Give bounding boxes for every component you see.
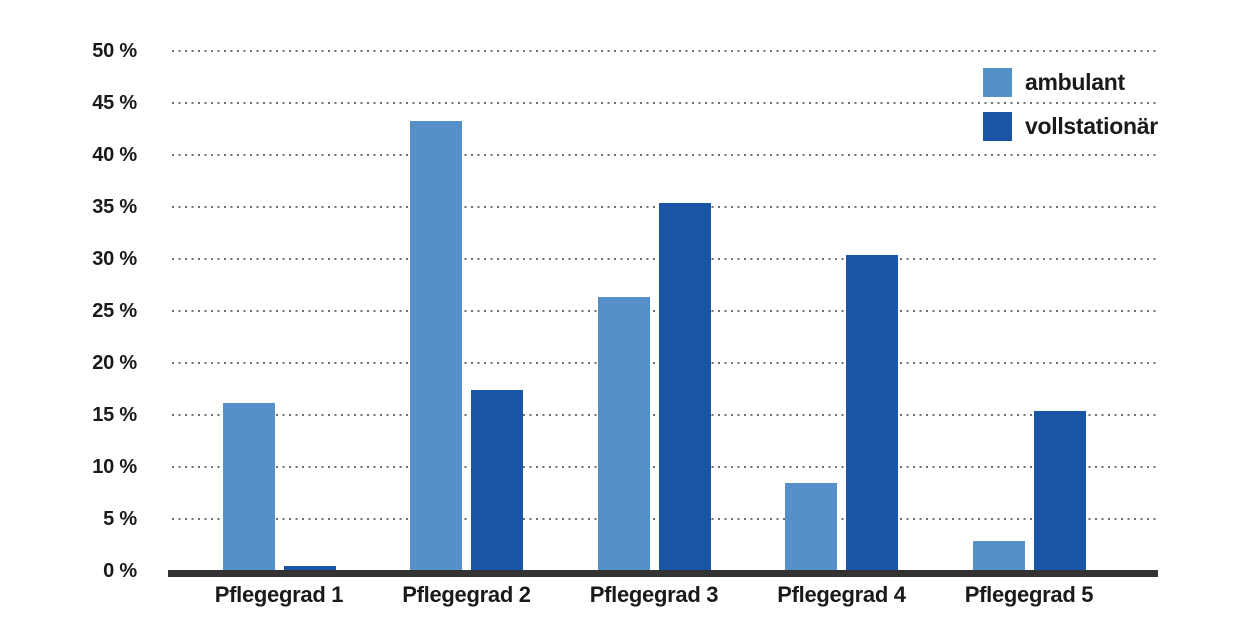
y-tick-label-45: 45 % (92, 92, 137, 114)
x-label-pflegegrad-3: Pflegegrad 3 (589, 582, 719, 607)
y-tick-label-25: 25 % (92, 300, 137, 322)
gridline-45 (172, 102, 1156, 104)
y-tick-label-10: 10 % (92, 456, 137, 478)
legend-label-ambulant: ambulant (1025, 69, 1125, 95)
bar-vollstationär-pflegegrad-2 (471, 390, 523, 571)
y-tick-label-35: 35 % (92, 196, 137, 218)
y-tick-label-40: 40 % (92, 144, 137, 166)
bar-ambulant-pflegegrad-2 (410, 120, 462, 571)
gridline-40 (172, 154, 1156, 156)
legend-item-vollstationär: vollstationär (983, 112, 1158, 141)
x-axis-line (168, 570, 1158, 577)
x-label-pflegegrad-4: Pflegegrad 4 (777, 582, 906, 607)
bar-vollstationär-pflegegrad-3 (658, 202, 711, 571)
bar-ambulant-pflegegrad-4 (785, 482, 837, 571)
legend-swatch-ambulant (983, 68, 1012, 97)
legend: ambulant vollstationär (983, 68, 1158, 156)
bar-ambulant-pflegegrad-3 (597, 297, 650, 571)
bar-ambulant-pflegegrad-1 (222, 402, 275, 571)
legend-swatch-vollstationär (983, 112, 1012, 141)
x-label-pflegegrad-1: Pflegegrad 1 (214, 582, 344, 607)
bar-ambulant-pflegegrad-5 (972, 540, 1025, 571)
x-label-pflegegrad-5: Pflegegrad 5 (964, 582, 1094, 607)
y-tick-label-5: 5 % (103, 508, 137, 530)
bar-vollstationär-pflegegrad-1 (283, 565, 336, 571)
y-tick-label-30: 30 % (92, 248, 137, 270)
bar-vollstationär-pflegegrad-4 (846, 254, 898, 571)
gridline-50 (172, 50, 1156, 52)
y-tick-label-50: 50 % (92, 40, 137, 62)
legend-item-ambulant: ambulant (983, 68, 1158, 97)
y-tick-label-15: 15 % (92, 404, 137, 426)
y-tick-label-20: 20 % (92, 352, 137, 374)
y-tick-label-0: 0 % (103, 560, 137, 582)
bar-vollstationär-pflegegrad-5 (1033, 410, 1086, 571)
x-label-pflegegrad-2: Pflegegrad 2 (402, 582, 531, 607)
legend-label-vollstationär: vollstationär (1025, 113, 1158, 139)
